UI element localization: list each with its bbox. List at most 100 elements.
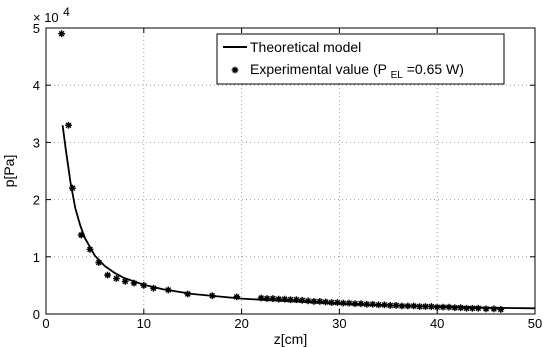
experimental-point — [113, 275, 120, 282]
experimental-point — [439, 303, 447, 311]
marker-core — [335, 300, 340, 305]
marker-core — [79, 233, 84, 238]
marker-core — [70, 186, 75, 191]
marker-core — [484, 306, 489, 311]
grid — [46, 28, 535, 314]
y-tick-label: 3 — [33, 135, 40, 150]
legend-box — [216, 33, 505, 85]
experimental-points-layer — [58, 30, 505, 313]
experimental-point — [316, 298, 324, 305]
experimental-point — [58, 30, 66, 38]
marker-core — [166, 287, 171, 292]
experimental-point — [287, 296, 294, 304]
marker-core — [452, 305, 457, 310]
x-tick-label: 30 — [332, 316, 346, 331]
marker-core — [376, 302, 381, 307]
experimental-point — [164, 286, 172, 294]
marker-core — [259, 295, 264, 300]
experimental-point — [130, 279, 138, 287]
experimental-point — [375, 301, 382, 309]
experimental-point — [463, 304, 470, 312]
experimental-point — [275, 295, 283, 303]
marker-core — [210, 293, 215, 298]
experimental-point — [322, 298, 330, 306]
y-tick-label: 2 — [33, 193, 40, 208]
marker-core — [446, 305, 451, 310]
x-tick-label: 40 — [430, 316, 444, 331]
marker-core — [233, 68, 237, 72]
legend-label-experimental-main: Experimental value (P — [250, 61, 387, 77]
marker-core — [59, 31, 64, 36]
marker-core — [141, 283, 146, 288]
marker-core — [265, 296, 270, 301]
marker-core — [317, 299, 322, 304]
marker-core — [405, 303, 410, 308]
marker-core — [88, 247, 93, 252]
experimental-point — [404, 302, 412, 310]
legend-point-swatch — [231, 66, 239, 74]
experimental-point — [474, 304, 482, 312]
experimental-point — [345, 299, 353, 307]
y-multiplier-base: × 10 — [33, 10, 59, 25]
marker-core — [311, 299, 316, 304]
legend-label-theoretical: Theoretical model — [250, 39, 361, 55]
experimental-point — [298, 296, 306, 304]
experimental-point — [304, 297, 312, 305]
marker-core — [458, 305, 463, 310]
marker-core — [276, 297, 281, 302]
experimental-point — [416, 303, 423, 310]
y-axis-label: p[Pa] — [1, 155, 17, 188]
marker-core — [151, 286, 156, 291]
experimental-point — [69, 184, 76, 192]
legend-label-experimental-subscript: EL — [391, 70, 404, 81]
experimental-point — [65, 121, 72, 129]
marker-core — [234, 294, 239, 299]
marker-core — [282, 297, 287, 302]
marker-core — [388, 303, 393, 308]
marker-core — [364, 302, 369, 307]
experimental-point — [208, 292, 216, 300]
marker-core — [105, 273, 110, 278]
experimental-point — [490, 305, 498, 313]
experimental-point — [427, 303, 435, 310]
x-tick-label: 10 — [137, 316, 151, 331]
experimental-point — [77, 231, 85, 239]
x-tick-label: 0 — [42, 316, 49, 331]
experimental-point — [380, 301, 388, 309]
x-tick-label: 50 — [528, 316, 542, 331]
marker-core — [294, 297, 299, 302]
marker-core — [464, 306, 469, 311]
experimental-point — [469, 304, 476, 312]
marker-core — [429, 304, 434, 309]
x-axis-label: z[cm] — [274, 331, 307, 347]
legend-point-marker — [231, 66, 239, 74]
y-tick-label: 5 — [33, 21, 40, 36]
experimental-point — [339, 299, 347, 307]
marker-core — [341, 301, 346, 306]
y-axis-multiplier: × 10 4 — [33, 5, 70, 26]
experimental-point — [263, 295, 271, 302]
marker-core — [114, 276, 119, 281]
marker-core — [329, 300, 334, 305]
experimental-point — [292, 296, 300, 304]
plot-area-frame — [45, 27, 536, 315]
marker-core — [411, 303, 416, 308]
experimental-point — [257, 294, 265, 302]
marker-core — [288, 297, 293, 302]
marker-core — [132, 281, 137, 286]
axis-ticks: 0 10 20 30 40 50 0 1 2 3 4 5 — [33, 21, 542, 331]
experimental-point — [451, 304, 459, 312]
marker-core — [498, 307, 503, 312]
experimental-point — [184, 290, 192, 298]
marker-core — [306, 298, 311, 303]
marker-core — [358, 301, 363, 306]
experimental-point — [233, 293, 241, 301]
experimental-point — [104, 271, 112, 279]
marker-core — [66, 123, 71, 128]
y-tick-label: 1 — [33, 250, 40, 265]
marker-core — [353, 301, 358, 306]
experimental-point — [497, 306, 505, 313]
experimental-point — [269, 295, 277, 302]
legend: Theoretical model Experimental value (P … — [216, 33, 505, 85]
experimental-point — [422, 303, 429, 310]
